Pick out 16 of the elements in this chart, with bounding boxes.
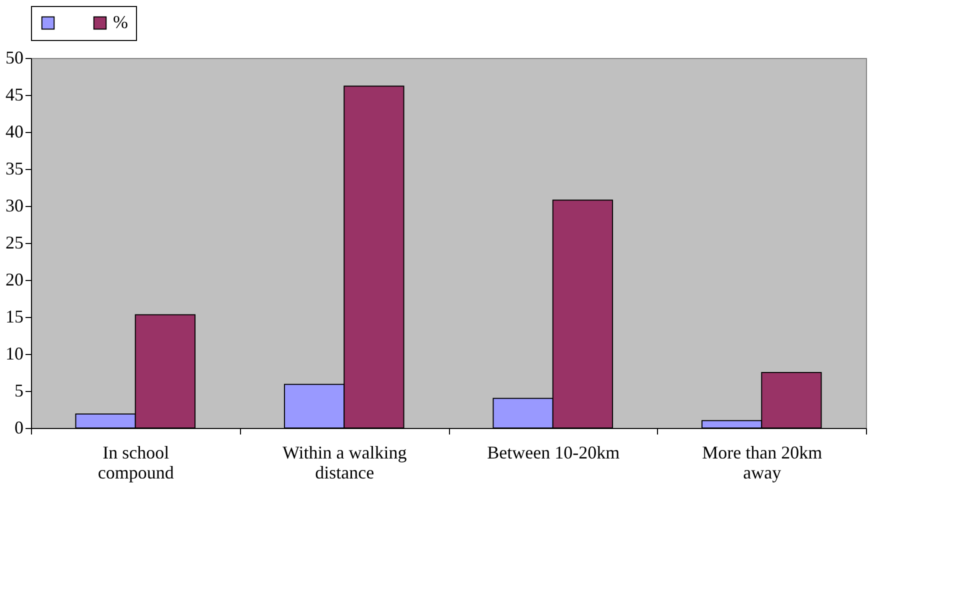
y-tick-label: 35 [6,158,24,178]
y-tick-label: 25 [6,232,24,252]
y-tick-label: 50 [6,48,24,68]
y-tick-label: 30 [6,196,24,216]
y-tick-label: 15 [6,306,24,326]
x-tick-label: Between 10-20km [487,442,620,462]
x-tick-label: More than 20km away [702,442,822,482]
x-tick-label: In school compound [98,442,174,482]
x-tick-label: Within a walking distance [282,442,407,482]
y-tick-label: 0 [14,418,24,438]
y-tick-label: 40 [6,122,24,142]
legend-label: % [113,12,128,32]
y-tick-label: 10 [6,344,24,364]
y-tick-label: 5 [14,380,24,400]
y-tick-label: 20 [6,270,24,290]
y-tick-label: 45 [6,84,24,104]
